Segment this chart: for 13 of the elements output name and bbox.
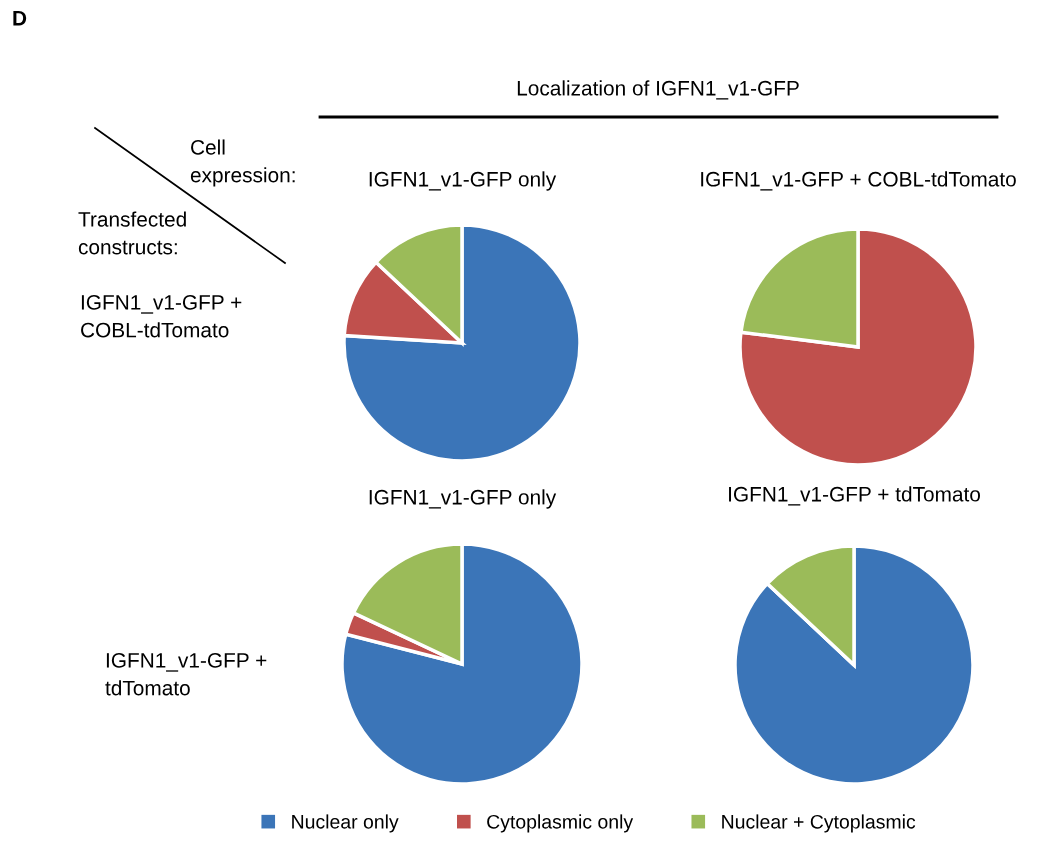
chart-title: IGFN1_v1-GFP + COBL-tdTomato: [701, 171, 1016, 191]
text: IGFN1_v1-GFP + tdTomato: [105, 652, 267, 696]
chart-title: IGFN1_v1-GFP + tdTomato: [729, 486, 981, 506]
text: D: [13, 11, 27, 26]
text: Transfected constructs:: [78, 211, 186, 255]
text: Cell expression:: [190, 139, 295, 187]
legend-label: Nuclear only: [292, 814, 399, 833]
legend-label: Cytoplasmic only: [487, 814, 634, 833]
text: IGFN1_v1-GFP + COBL-tdTomato: [81, 294, 242, 338]
chart-title: IGFN1_v1-GFP only: [369, 489, 557, 509]
legend-label: Nuclear + Cytoplasmic: [722, 814, 916, 833]
text: Localization of IGFN1_v1-GFP: [517, 80, 799, 100]
chart-title: IGFN1_v1-GFP only: [369, 171, 557, 191]
